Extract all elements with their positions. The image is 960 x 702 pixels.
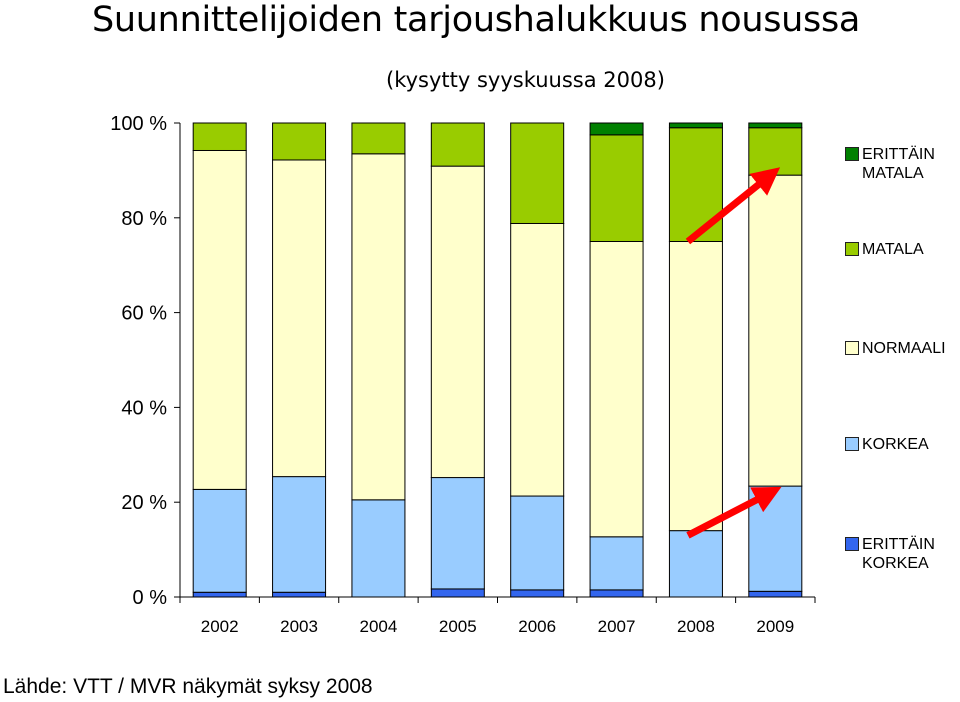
x-tick-label-2007: 2007 [598, 617, 636, 636]
legend-swatch-erittain-matala [845, 147, 859, 161]
bar-2002-matala [192, 122, 247, 151]
bar-2008-korkea [668, 530, 723, 598]
bar-2003-matala [272, 122, 327, 161]
bar-2003-normaali [272, 159, 327, 478]
bar-2005-erittain-korkea [430, 588, 485, 598]
legend-label-normaali: NORMAALI [862, 340, 946, 357]
bar-2005-matala [430, 122, 485, 167]
bar-2004-matala [351, 122, 406, 155]
y-tick-label-4: 80 % [121, 208, 167, 230]
bar-2008-erittain-matala [668, 122, 723, 129]
x-tick-label-2006: 2006 [518, 617, 556, 636]
bar-2009-erittain-korkea [748, 590, 803, 598]
legend-swatch-erittain-korkea [845, 537, 859, 551]
x-tick-label-2008: 2008 [677, 617, 715, 636]
bar-2009-erittain-matala [748, 122, 803, 129]
legend-item-erittain-matala: ERITTÄIN MATALA [845, 145, 960, 183]
legend-swatch-korkea [845, 437, 859, 451]
bar-2002-normaali [192, 149, 247, 490]
legend-swatch-normaali [845, 341, 859, 355]
x-tick-label-2009: 2009 [756, 617, 794, 636]
bar-2005-korkea [430, 477, 485, 590]
legend-item-korkea: KORKEA [845, 435, 960, 454]
bar-2003-erittain-korkea [272, 591, 327, 598]
legend-item-erittain-korkea: ERITTÄIN KORKEA [845, 535, 960, 573]
bar-2002-korkea [192, 488, 247, 593]
x-tick-label-2003: 2003 [280, 617, 318, 636]
bar-2007-matala [589, 134, 644, 243]
annotation-arrow-1 [686, 486, 782, 539]
y-tick-label-3: 60 % [121, 303, 167, 325]
bar-2009-normaali [748, 174, 803, 487]
legend: ERITTÄIN MATALA MATALA NORMAALI KORKEA E… [845, 0, 960, 702]
chart-title: Suunnittelijoiden tarjoushalukkuus nousu… [92, 0, 861, 40]
legend-label-matala: MATALA [862, 241, 924, 258]
bar-2003-korkea [272, 476, 327, 593]
bar-2006-erittain-korkea [510, 589, 565, 598]
x-tick-label-2004: 2004 [360, 617, 398, 636]
y-tick-label-2: 40 % [121, 397, 167, 419]
legend-label-erittain-korkea: ERITTÄIN KORKEA [862, 536, 935, 572]
legend-swatch-matala [845, 242, 859, 256]
bar-2009-matala [748, 127, 803, 176]
bar-2007-erittain-matala [589, 122, 644, 136]
bar-2005-normaali [430, 165, 485, 479]
bar-2004-korkea [351, 499, 406, 598]
legend-item-normaali: NORMAALI [845, 339, 960, 358]
chart-subtitle: (kysytty syyskuussa 2008) [386, 68, 665, 92]
bar-2008-normaali [668, 241, 723, 532]
bar-2002-erittain-korkea [192, 591, 247, 598]
legend-label-korkea: KORKEA [862, 436, 929, 453]
y-tick-label-5: 100 % [110, 113, 167, 135]
bar-2006-korkea [510, 495, 565, 591]
bar-2006-normaali [510, 222, 565, 497]
source-note: Lähde: VTT / MVR näkymät syksy 2008 [3, 675, 373, 698]
x-tick-label-2005: 2005 [439, 617, 477, 636]
bar-2007-korkea [589, 536, 644, 591]
bar-2007-erittain-korkea [589, 589, 644, 598]
y-tick-label-0: 0 % [133, 587, 168, 609]
bar-2004-normaali [351, 153, 406, 501]
bar-2006-matala [510, 122, 565, 224]
y-tick-label-1: 20 % [121, 492, 167, 514]
annotation-arrow-0 [685, 167, 781, 245]
legend-item-matala: MATALA [845, 240, 960, 259]
bar-2007-normaali [589, 241, 644, 538]
x-tick-label-2002: 2002 [201, 617, 239, 636]
legend-label-erittain-matala: ERITTÄIN MATALA [862, 146, 935, 182]
